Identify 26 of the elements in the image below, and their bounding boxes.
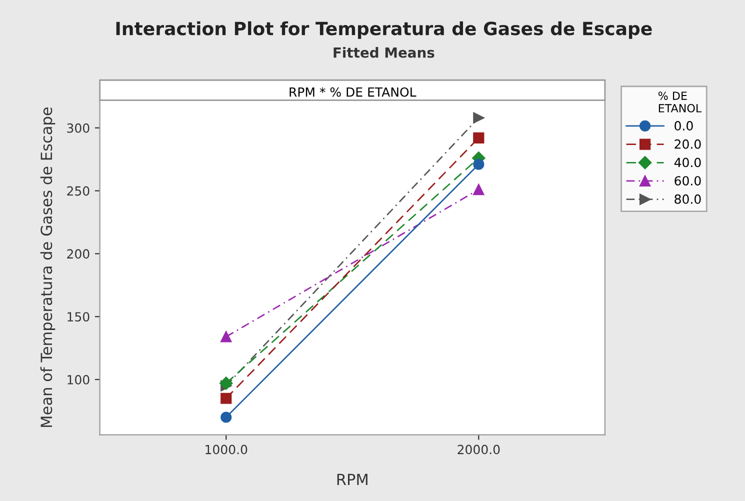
point <box>220 331 232 342</box>
point <box>473 184 484 196</box>
x-tick-label: 1000.0 <box>206 444 248 454</box>
point <box>473 132 484 144</box>
legend-label: 60.0 <box>674 176 701 186</box>
point <box>220 392 232 404</box>
y-tick-label: 150 <box>68 312 90 322</box>
y-tick-label: 300 <box>67 123 90 133</box>
point <box>220 376 233 390</box>
legend-label: 20.0 <box>674 139 701 149</box>
y-tick-label: 250 <box>67 186 90 196</box>
chart-subtitle: Fitted Means <box>334 47 434 58</box>
point <box>473 158 484 170</box>
legend-title: % DE ETANOL <box>658 92 702 112</box>
point <box>220 412 232 423</box>
legend-label: 40.0 <box>674 158 701 168</box>
text: RPM * % DE ETANOL <box>290 87 416 97</box>
x-axis-title: RPM <box>337 474 368 485</box>
legend-label: 0.0 <box>674 121 693 130</box>
legend-label: 80.0 <box>674 194 701 204</box>
y-axis-title: Mean of Temperatura de Gases de Escape <box>40 107 56 427</box>
x-tick-label: 2000.0 <box>458 444 500 454</box>
y-tick-label: 200 <box>67 249 90 259</box>
y-tick-label: 100 <box>68 374 90 384</box>
chart-title: Interaction Plot for Temperatura de Gases de Escape <box>116 21 652 39</box>
point <box>473 112 484 124</box>
